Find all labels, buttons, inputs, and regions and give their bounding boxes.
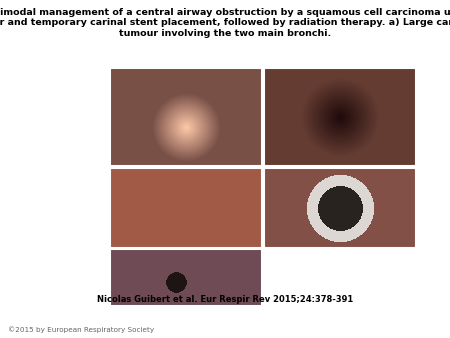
Bar xyxy=(264,168,416,248)
Bar xyxy=(110,168,262,248)
Text: Nicolas Guibert et al. Eur Respir Rev 2015;24:378-391: Nicolas Guibert et al. Eur Respir Rev 20… xyxy=(97,295,353,304)
Text: Multimodal management of a central airway obstruction by a squamous cell carcino: Multimodal management of a central airwa… xyxy=(0,8,450,38)
Bar xyxy=(264,68,416,166)
Bar xyxy=(110,68,262,166)
Bar xyxy=(110,249,262,306)
Text: ©2015 by European Respiratory Society: ©2015 by European Respiratory Society xyxy=(8,326,154,333)
